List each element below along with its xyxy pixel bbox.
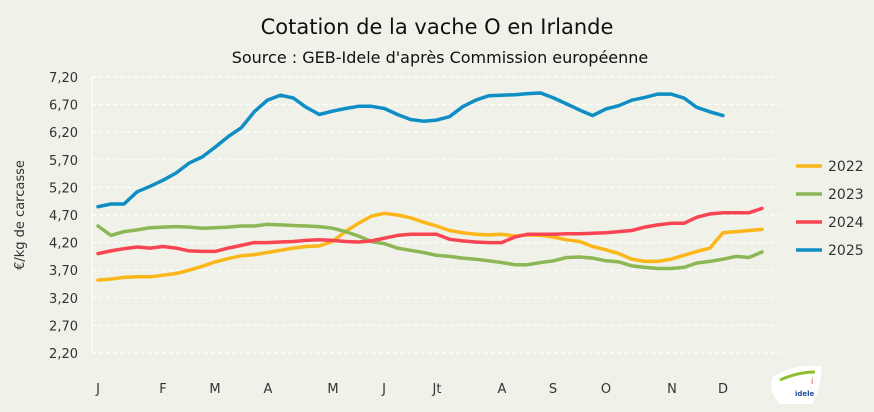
y-axis-label: €/kg de carcasse — [13, 160, 28, 270]
x-tick-label: J — [381, 382, 386, 397]
y-tick-label: 6,20 — [49, 126, 78, 141]
idele-logo: idele ⅰ — [771, 365, 822, 404]
svg-text:ⅰ: ⅰ — [811, 377, 813, 386]
legend-label: 2022 — [828, 159, 864, 175]
x-tick-label: F — [159, 382, 166, 397]
x-tick-label: O — [601, 382, 611, 397]
y-tick-label: 5,20 — [49, 181, 78, 196]
x-tick-label: A — [498, 382, 507, 397]
chart-subtitle: Source : GEB-Idele d'après Commission eu… — [232, 48, 649, 67]
x-tick-label: N — [667, 382, 677, 397]
x-tick-label: S — [549, 382, 557, 397]
x-tick-label: J — [95, 382, 100, 397]
series-line-2023 — [96, 222, 764, 271]
x-tick-label: A — [264, 382, 273, 397]
series-line-2025 — [96, 91, 725, 209]
y-tick-label: 7,20 — [49, 71, 78, 86]
y-tick-label: 3,70 — [49, 264, 78, 279]
x-tick-label: Jt — [432, 382, 442, 397]
series-line-2022 — [96, 211, 764, 282]
y-tick-label: 6,70 — [49, 99, 78, 114]
series-line-2024 — [96, 206, 764, 256]
y-tick-label: 3,20 — [49, 292, 78, 307]
y-tick-label: 4,70 — [49, 209, 78, 224]
svg-text:idele: idele — [795, 390, 815, 398]
y-tick-label: 2,70 — [49, 319, 78, 334]
chart-title: Cotation de la vache O en Irlande — [261, 15, 614, 39]
y-tick-label: 2,20 — [49, 347, 78, 362]
legend-label: 2023 — [828, 187, 864, 203]
x-tick-label: M — [327, 382, 338, 397]
legend-label: 2025 — [828, 243, 864, 259]
x-tick-label: M — [209, 382, 220, 397]
legend-label: 2024 — [828, 215, 864, 231]
y-tick-label: 5,70 — [49, 154, 78, 169]
y-tick-label: 4,20 — [49, 237, 78, 252]
x-tick-label: D — [718, 382, 728, 397]
